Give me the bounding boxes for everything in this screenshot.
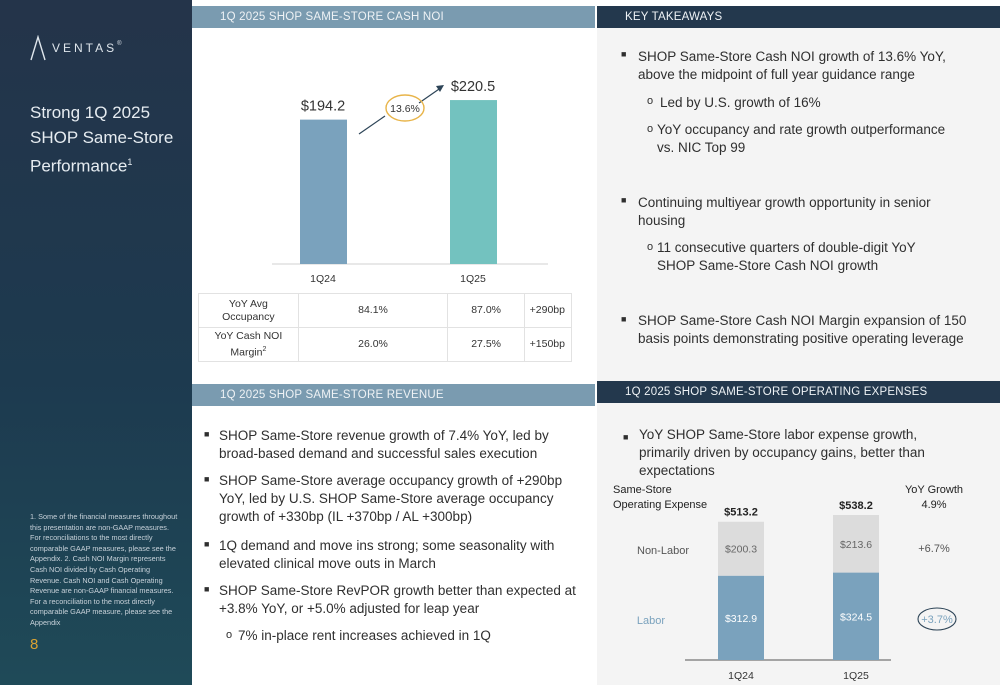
header-cash-noi: 1Q 2025 SHOP SAME-STORE CASH NOI bbox=[192, 6, 595, 28]
noi-growth-arrowhead-icon bbox=[436, 85, 444, 92]
opex-chart-title-line1: Same-Store bbox=[613, 484, 672, 496]
opex-bar-label-labor-1q24: $312.9 bbox=[725, 613, 757, 625]
table-cell-1q24: 84.1% bbox=[297, 293, 449, 328]
operating-expenses-panel: ■ YoY SHOP Same-Store labor expense grow… bbox=[597, 403, 1000, 685]
opex-growth-header-line2: 4.9% bbox=[921, 499, 946, 511]
ventas-logo-icon bbox=[30, 35, 46, 61]
table-cell-1q25: 27.5% bbox=[447, 327, 525, 362]
cash-noi-chart: $194.2 $220.5 1Q24 1Q25 13.6% bbox=[272, 79, 548, 285]
revenue-bullet-1: SHOP Same-Store revenue growth of 7.4% Y… bbox=[219, 428, 549, 461]
bullet-square-icon: ■ bbox=[204, 539, 210, 549]
opex-growth-header-line1: YoY Growth bbox=[905, 484, 963, 496]
noi-growth-label: 13.6% bbox=[390, 103, 420, 115]
slide-title: Strong 1Q 2025 SHOP Same-Store Performan… bbox=[30, 100, 180, 179]
opex-series-label-labor: Labor bbox=[637, 615, 665, 627]
noi-bar-1q25 bbox=[450, 100, 497, 264]
noi-xtick-1q24: 1Q24 bbox=[310, 273, 336, 285]
sidebar: VENTAS ® Strong 1Q 2025 SHOP Same-Store P… bbox=[0, 0, 192, 685]
bullet-square-icon: ■ bbox=[623, 432, 629, 442]
noi-xtick-1q25: 1Q25 bbox=[460, 273, 486, 285]
slide-title-text: Strong 1Q 2025 SHOP Same-Store Performan… bbox=[30, 103, 174, 176]
noi-bar-1q24 bbox=[300, 119, 347, 265]
row-label-line1: YoY Cash NOI bbox=[214, 329, 283, 342]
table-cell-1q25: 87.0% bbox=[447, 293, 525, 328]
opex-bar-label-nonlabor-1q24: $200.3 bbox=[725, 544, 757, 556]
revenue-bullet-4-sub-1: 7% in-place rent increases achieved in 1… bbox=[238, 628, 491, 643]
bullet-circle-icon: o bbox=[647, 95, 654, 107]
row-label-line2: Margin bbox=[230, 346, 263, 359]
takeaway-bullet-1-sub-2: YoY occupancy and rate growth outperform… bbox=[657, 122, 946, 155]
table-row-label: YoY Cash NOI Margin2 bbox=[198, 327, 299, 362]
header-operating-expenses: 1Q 2025 SHOP SAME-STORE OPERATING EXPENS… bbox=[597, 381, 1000, 403]
bullet-circle-icon: o bbox=[226, 629, 233, 641]
noi-value-label-1q24: $194.2 bbox=[301, 99, 345, 115]
header-key-takeaways: KEY TAKEAWAYS bbox=[597, 6, 1000, 28]
revenue-bullet-3: 1Q demand and move ins strong; some seas… bbox=[219, 538, 555, 571]
opex-series-label-nonlabor: Non-Labor bbox=[637, 545, 689, 557]
opex-bullet-1: YoY SHOP Same-Store labor expense growth… bbox=[639, 427, 925, 478]
bullet-square-icon: ■ bbox=[621, 195, 627, 205]
opex-bar-labor-1q25 bbox=[833, 572, 879, 660]
row-label-line2: Occupancy bbox=[222, 310, 275, 323]
key-takeaways-panel: ■ SHOP Same-Store Cash NOI growth of 13.… bbox=[597, 28, 1000, 381]
table-cell-change: +150bp bbox=[524, 327, 572, 362]
table-row: YoY Cash NOI Margin2 26.0% 27.5% +150bp bbox=[198, 327, 572, 362]
opex-bar-label-nonlabor-1q25: $213.6 bbox=[840, 539, 872, 551]
takeaway-bullet-1-sub-1: Led by U.S. growth of 16% bbox=[660, 95, 821, 110]
header-revenue: 1Q 2025 SHOP SAME-STORE REVENUE bbox=[192, 384, 595, 406]
noi-growth-arrow-lower bbox=[358, 115, 386, 135]
opex-growth-labor-circle bbox=[917, 607, 957, 631]
takeaway-bullet-2-sub-1: 11 consecutive quarters of double-digit … bbox=[657, 240, 916, 273]
table-row: YoY Avg Occupancy 84.1% 87.0% +290bp bbox=[198, 293, 572, 328]
opex-xtick-1q25: 1Q25 bbox=[843, 670, 869, 682]
revenue-bullet-4: SHOP Same-Store RevPOR growth better tha… bbox=[219, 583, 576, 616]
opex-total-label-1q24: $513.2 bbox=[724, 507, 758, 519]
bullet-square-icon: ■ bbox=[204, 584, 210, 594]
noi-growth-arrow-upper bbox=[418, 86, 443, 104]
opex-bar-nonlabor-1q24 bbox=[718, 521, 764, 576]
revenue-bullet-2: SHOP Same-Store average occupancy growth… bbox=[219, 473, 563, 524]
opex-bar-nonlabor-1q25 bbox=[833, 515, 879, 573]
table-cell-1q24: 26.0% bbox=[297, 327, 449, 362]
table-row-label: YoY Avg Occupancy bbox=[198, 293, 299, 328]
noi-metrics-table: YoY Avg Occupancy 84.1% 87.0% +290bp YoY … bbox=[198, 293, 572, 362]
operating-expense-chart: Same-Store Operating Expense YoY Growth … bbox=[613, 484, 963, 682]
bullet-square-icon: ■ bbox=[204, 474, 210, 484]
bullet-circle-icon: o bbox=[647, 241, 654, 253]
opex-bar-label-labor-1q25: $324.5 bbox=[840, 611, 872, 623]
noi-growth-circle bbox=[385, 94, 425, 122]
takeaway-bullet-1: SHOP Same-Store Cash NOI growth of 13.6%… bbox=[638, 49, 946, 82]
opex-total-label-1q25: $538.2 bbox=[839, 500, 873, 512]
logo-text: VENTAS bbox=[52, 41, 118, 55]
bullet-square-icon: ■ bbox=[204, 429, 210, 439]
opex-chart-title-line2: Operating Expense bbox=[613, 499, 707, 511]
opex-bar-labor-1q24 bbox=[718, 575, 764, 660]
opex-growth-labor: +3.7% bbox=[921, 614, 953, 626]
table-cell-change: +290bp bbox=[524, 293, 572, 328]
footnote: 1. Some of the financial measures throug… bbox=[30, 512, 178, 627]
noi-value-label-1q25: $220.5 bbox=[451, 79, 495, 95]
row-label-line1: YoY Avg bbox=[228, 297, 268, 310]
opex-growth-nonlabor: +6.7% bbox=[918, 543, 950, 555]
bullet-circle-icon: o bbox=[647, 123, 654, 135]
bullet-square-icon: ■ bbox=[621, 49, 627, 59]
takeaway-bullet-2: Continuing multiyear growth opportunity … bbox=[638, 195, 931, 228]
slide-title-footnote-mark: 1 bbox=[127, 157, 133, 167]
takeaway-bullet-3: SHOP Same-Store Cash NOI Margin expansio… bbox=[638, 313, 967, 346]
page-number: 8 bbox=[30, 636, 39, 653]
opex-xtick-1q24: 1Q24 bbox=[728, 670, 754, 682]
logo-registered-mark: ® bbox=[117, 41, 122, 47]
row-label-footnote-mark: 2 bbox=[262, 345, 267, 353]
bullet-square-icon: ■ bbox=[621, 314, 627, 324]
ventas-logo: VENTAS ® bbox=[30, 35, 122, 61]
